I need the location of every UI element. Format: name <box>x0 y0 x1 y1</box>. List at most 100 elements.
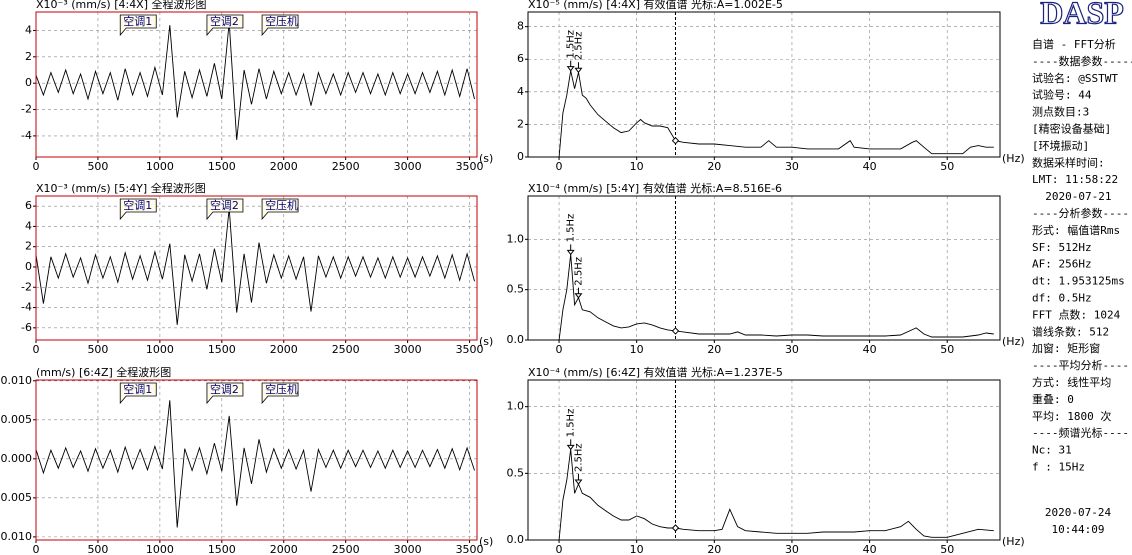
panel-line: 试验号: 44 <box>1032 88 1092 102</box>
plot-frame <box>35 11 478 158</box>
y-tick-label: 0.0 <box>507 333 525 346</box>
chart-title: (mm/s) [6:4Z] 全程波形图 <box>36 365 171 379</box>
y-tick-label: 8 <box>517 20 524 33</box>
y-tick-label: 0 <box>517 150 524 163</box>
plot-frame <box>527 195 1001 341</box>
y-tick-label: 0 <box>25 260 32 273</box>
event-label: 空压机 <box>265 198 298 212</box>
panel-time: 10:44:09 <box>1052 523 1105 536</box>
cursor-marker <box>671 524 680 532</box>
x-tick-label: 3500 <box>456 343 484 356</box>
y-tick-label: 2 <box>25 240 32 253</box>
y-tick-label: 1.0 <box>507 400 525 413</box>
panel-line: 数据采样时间: <box>1032 155 1105 169</box>
x-tick-label: 50 <box>940 543 954 555</box>
panel-date: 2020-07-24 <box>1045 506 1112 519</box>
x-tick-label: 1500 <box>208 343 236 356</box>
event-flag <box>261 382 299 405</box>
peak-label: 1.5Hz <box>566 214 577 243</box>
signal-line <box>558 254 994 341</box>
x-tick-label: 1000 <box>146 160 174 173</box>
x-tick-label: 0 <box>33 543 40 555</box>
x-tick-label: 2500 <box>332 343 360 356</box>
x-tick-label: 30 <box>785 160 799 173</box>
x-tick-label: 20 <box>707 543 721 555</box>
panel-line: ----平均分析---- <box>1032 358 1129 372</box>
x-tick-label: 40 <box>863 543 877 555</box>
panel-line: 形式: 幅值谱Rms <box>1032 223 1120 237</box>
y-tick-label: 0.010 <box>1 374 33 387</box>
x-tick-label: 0 <box>556 543 563 555</box>
x-axis-unit: (s) <box>479 152 493 165</box>
signal-line <box>35 400 475 528</box>
y-tick-label: 4 <box>517 85 524 98</box>
y-tick-label: 4 <box>25 23 32 36</box>
y-tick-label: -4 <box>21 129 32 142</box>
peak-label: 2.5Hz <box>573 257 584 286</box>
y-tick-label: 0.000 <box>1 452 33 465</box>
panel-line: SF: 512Hz <box>1032 241 1092 254</box>
x-tick-label: 40 <box>863 160 877 173</box>
signal-line <box>558 70 994 158</box>
peak-marker <box>566 249 575 256</box>
panel-line: [精密设备基础] <box>1032 122 1111 136</box>
panel-line: Nc: 31 <box>1032 444 1072 457</box>
event-flag <box>261 14 299 37</box>
x-axis-unit: (s) <box>479 535 493 548</box>
panel-line: ----分析参数---- <box>1032 206 1129 220</box>
x-tick-label: 0 <box>556 343 563 356</box>
chart-title: X10⁻⁵ (mm/s) [4:4X] 有效值谱 光标:A=1.002E-5 <box>528 0 783 11</box>
y-tick-label: 0.5 <box>507 466 525 479</box>
x-tick-label: 40 <box>863 343 877 356</box>
x-tick-label: 1000 <box>146 343 174 356</box>
plot-frame <box>35 379 478 541</box>
x-tick-label: 3000 <box>394 343 422 356</box>
panel-line: 自谱 - FFT分析 <box>1032 37 1116 51</box>
panel-line: 2020-07-21 <box>1032 190 1111 203</box>
x-axis-unit: (Hz) <box>1002 335 1025 348</box>
panel-line: AF: 256Hz <box>1032 258 1092 271</box>
x-tick-label: 0 <box>556 160 563 173</box>
x-tick-label: 3500 <box>456 543 484 555</box>
panel-line: df: 0.5Hz <box>1032 292 1092 305</box>
x-tick-label: 3500 <box>456 160 484 173</box>
y-tick-label: 6 <box>517 52 524 65</box>
x-tick-label: 0 <box>33 160 40 173</box>
x-tick-label: 2500 <box>332 543 360 555</box>
event-flag <box>119 14 157 37</box>
x-tick-label: 50 <box>940 160 954 173</box>
x-tick-label: 3000 <box>394 160 422 173</box>
x-tick-label: 20 <box>707 160 721 173</box>
y-tick-label: 0.5 <box>507 283 525 296</box>
x-tick-label: 30 <box>785 543 799 555</box>
event-label: 空调1 <box>123 198 152 212</box>
panel-line: f : 15Hz <box>1032 461 1085 474</box>
x-tick-label: 10 <box>630 343 644 356</box>
panel-line: ----数据参数----- <box>1032 54 1132 68</box>
y-tick-label: 0 <box>25 76 32 89</box>
y-tick-label: -2 <box>21 280 32 293</box>
y-tick-label: 2 <box>25 50 32 63</box>
logo: DASP <box>1040 0 1124 30</box>
x-tick-label: 3000 <box>394 543 422 555</box>
y-tick-label: -2 <box>21 103 32 116</box>
x-axis-unit: (s) <box>479 335 493 348</box>
panel-line: 重叠: 0 <box>1032 392 1074 406</box>
x-tick-label: 10 <box>630 543 644 555</box>
x-tick-label: 2500 <box>332 160 360 173</box>
peak-label: 1.5Hz <box>566 30 577 59</box>
event-label: 空调2 <box>210 14 239 28</box>
event-label: 空调2 <box>210 198 239 212</box>
chart-title: X10⁻⁴ (mm/s) [6:4Z] 有效值谱 光标:A=1.237E-5 <box>528 365 783 379</box>
event-flag <box>119 382 157 405</box>
x-axis-unit: (Hz) <box>1002 152 1025 165</box>
x-tick-label: 500 <box>87 343 108 356</box>
x-tick-label: 500 <box>87 160 108 173</box>
y-tick-label: -4 <box>21 301 32 314</box>
event-label: 空调1 <box>123 382 152 396</box>
signal-line <box>35 22 475 140</box>
x-tick-label: 50 <box>940 343 954 356</box>
chart-title: X10⁻⁴ (mm/s) [5:4Y] 有效值谱 光标:A=8.516E-6 <box>528 181 782 195</box>
y-tick-label: 4 <box>25 219 32 232</box>
